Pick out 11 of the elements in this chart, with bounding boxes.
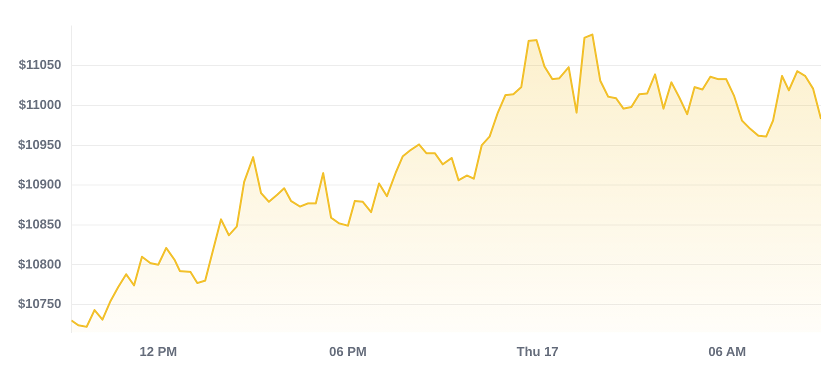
y-tick-label: $10900 (18, 176, 62, 192)
x-tick-label: 06 PM (329, 344, 367, 359)
y-tick-label: $10850 (18, 216, 62, 232)
y-tick-label: $10950 (18, 136, 62, 152)
x-tick-label: 06 AM (708, 344, 746, 359)
x-tick-label: 12 PM (140, 344, 178, 359)
y-tick-label: $11050 (18, 57, 62, 72)
y-tick-label: $10800 (18, 256, 62, 272)
y-tick-label: $11000 (18, 97, 62, 112)
y-tick-label: $10750 (18, 296, 62, 312)
x-tick-label: Thu 17 (516, 344, 559, 359)
